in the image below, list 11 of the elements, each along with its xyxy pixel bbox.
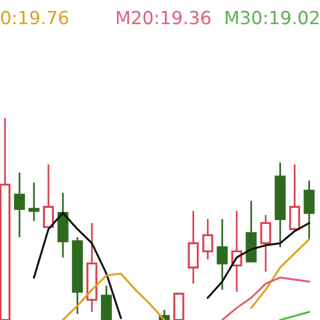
candlestick [289, 164, 300, 230]
candlestick [260, 214, 272, 272]
text: M30:19.02 [226, 10, 319, 24]
text: M20:19.36 [116, 10, 210, 24]
candlestick [14, 172, 25, 238]
text: 0:19.76 [1, 10, 68, 24]
candlestick [202, 218, 214, 260]
candlestick [216, 218, 228, 291]
candlestick [42, 164, 54, 228]
candlestick [304, 180, 315, 240]
candlestick [28, 182, 40, 222]
